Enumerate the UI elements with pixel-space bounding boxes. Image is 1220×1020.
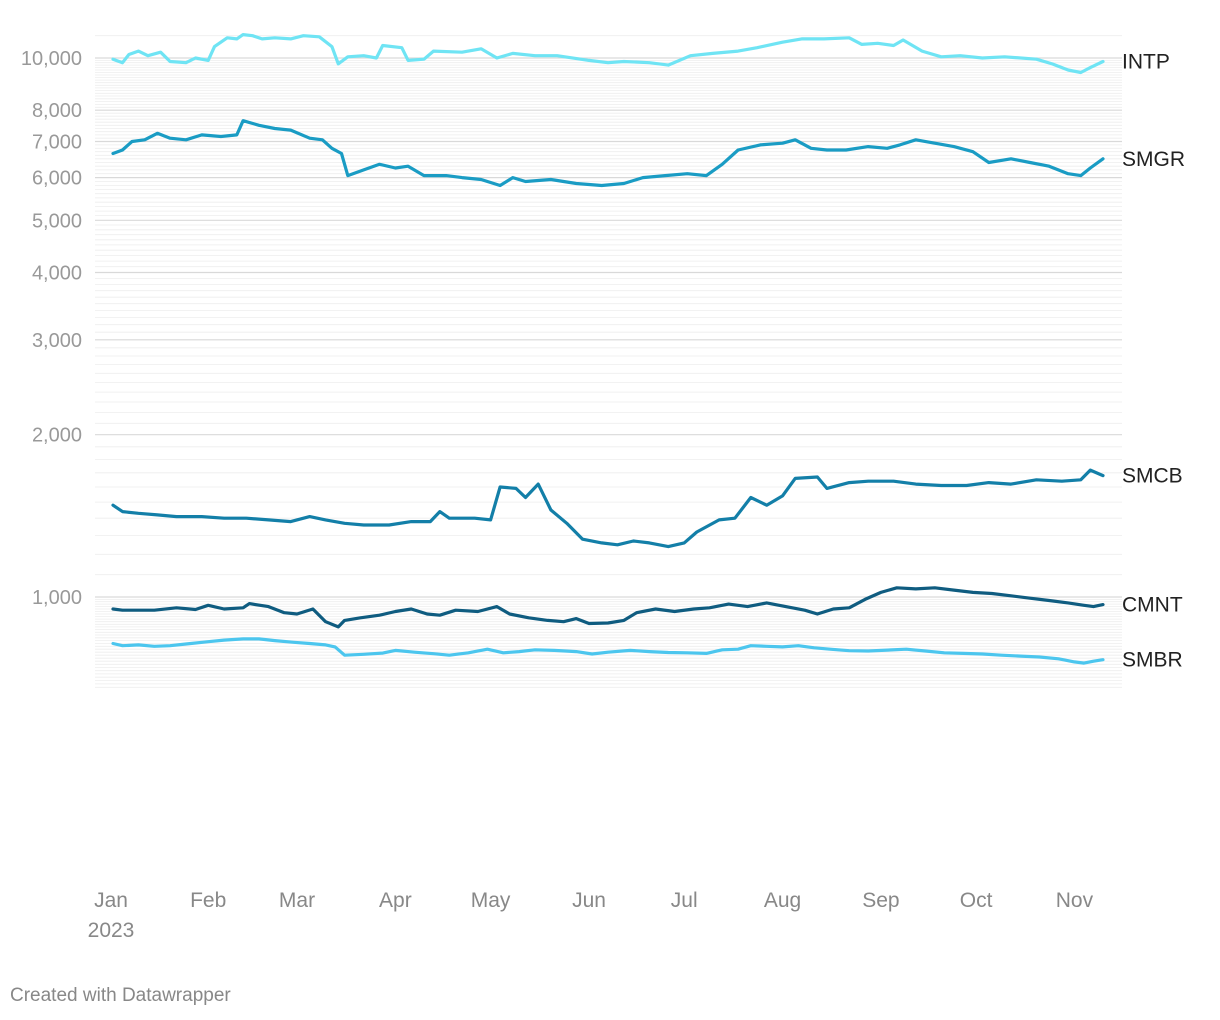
- x-tick-label: Jul: [671, 889, 698, 912]
- series-label-smbr: SMBR: [1122, 649, 1183, 672]
- x-tick-label: Aug: [764, 889, 801, 912]
- x-tick-label: May: [471, 889, 511, 912]
- y-tick-label: 1,000: [32, 587, 82, 609]
- gridlines: [95, 35, 1122, 688]
- series-label-smcb: SMCB: [1122, 465, 1183, 488]
- x-tick-label: Oct: [960, 889, 993, 912]
- y-tick-label: 8,000: [32, 100, 82, 122]
- x-tick-sublabel: 2023: [88, 919, 135, 942]
- y-axis-tick-labels: 10,000 8,000 7,000 6,000 5,000 4,000 3,000 2,00…: [21, 48, 82, 609]
- y-tick-label: 3,000: [32, 330, 82, 352]
- y-tick-label: 2,000: [32, 425, 82, 447]
- line-chart: 10,000 8,000 7,000 6,000 5,000 4,000 3,000 2,00…: [21, 33, 1185, 942]
- y-tick-label: 7,000: [32, 132, 82, 154]
- x-axis-tick-labels: Jan 2023 Feb Mar Apr May Jun Jul Aug Sep Oct Nov: [88, 889, 1094, 942]
- x-tick-label: Mar: [279, 889, 315, 912]
- y-tick-label: 6,000: [32, 168, 82, 190]
- footer-credit: Created with Datawrapper: [10, 985, 231, 1006]
- x-tick-label: Apr: [379, 889, 412, 912]
- x-tick-label: Feb: [190, 889, 226, 912]
- x-tick-label: Nov: [1056, 889, 1094, 912]
- series-line-smcb: [111, 468, 1105, 549]
- x-tick-label: Sep: [862, 889, 899, 912]
- series-line-cmnt: [111, 586, 1105, 629]
- y-tick-label: 5,000: [32, 210, 82, 232]
- series-line-smgr: [111, 119, 1105, 188]
- series-label-cmnt: CMNT: [1122, 594, 1183, 617]
- series-lines: [111, 33, 1105, 665]
- x-tick-label: Jan: [94, 889, 128, 912]
- series-label-intp: INTP: [1122, 51, 1170, 74]
- series-line-intp: [111, 33, 1105, 75]
- series-line-smbr: [111, 637, 1105, 665]
- x-tick-label: Jun: [572, 889, 606, 912]
- series-labels: INTP SMGR SMCB CMNT SMBR: [1122, 51, 1185, 672]
- series-label-smgr: SMGR: [1122, 148, 1185, 171]
- y-tick-label: 4,000: [32, 263, 82, 285]
- y-tick-label: 10,000: [21, 48, 82, 70]
